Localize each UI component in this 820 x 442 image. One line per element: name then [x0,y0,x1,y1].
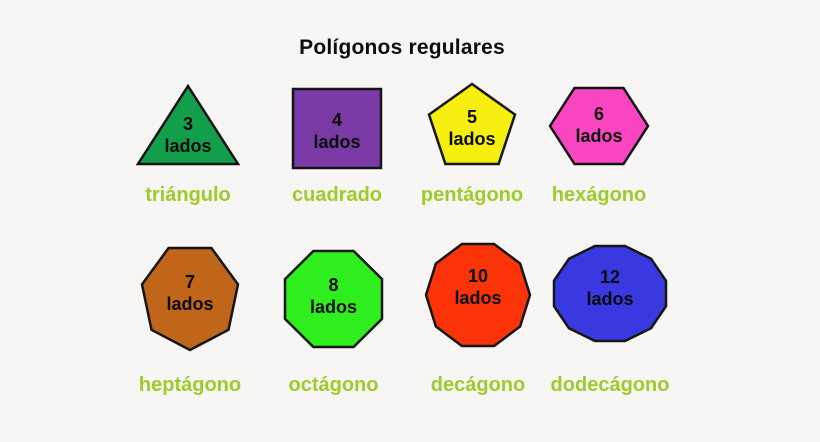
square-svg [291,87,383,170]
octagon-polygon [283,249,384,349]
square-polygon [291,87,383,170]
shape-label-pentagon: pentágono [420,184,524,206]
pentagon-polygon [427,82,517,166]
shape-hexagon: 6 lados [548,86,650,166]
triangle-svg [136,84,240,166]
shape-label-dodecagon: dodecágono [550,374,670,396]
hexagon-svg [548,86,650,166]
dodecagon-svg [552,244,668,343]
shape-label-square: cuadrado [291,184,383,206]
hexagon-polygon [548,86,650,166]
heptagon-svg [140,246,240,352]
shape-label-octagon: octágono [288,374,379,396]
shape-triangle: 3 lados [136,84,240,166]
shape-label-heptagon: heptágono [138,374,242,396]
shape-octagon: 8 lados [283,249,384,349]
shape-label-hexagon: hexágono [551,184,647,206]
shape-label-triangle: triángulo [145,184,231,206]
decagon-svg [424,242,532,348]
triangle-polygon [136,84,240,166]
shape-dodecagon: 12 lados [552,244,668,343]
shape-decagon: 10 lados [424,242,532,348]
shape-heptagon: 7 lados [140,246,240,352]
dodecagon-polygon [552,244,668,343]
heptagon-polygon [140,246,240,352]
page-title: Polígonos regulares [299,36,505,59]
shape-pentagon: 5 lados [427,82,517,166]
pentagon-svg [427,82,517,166]
shape-square: 4 lados [291,87,383,170]
decagon-polygon [424,242,532,348]
shape-label-decagon: decágono [430,374,526,396]
octagon-svg [283,249,384,349]
